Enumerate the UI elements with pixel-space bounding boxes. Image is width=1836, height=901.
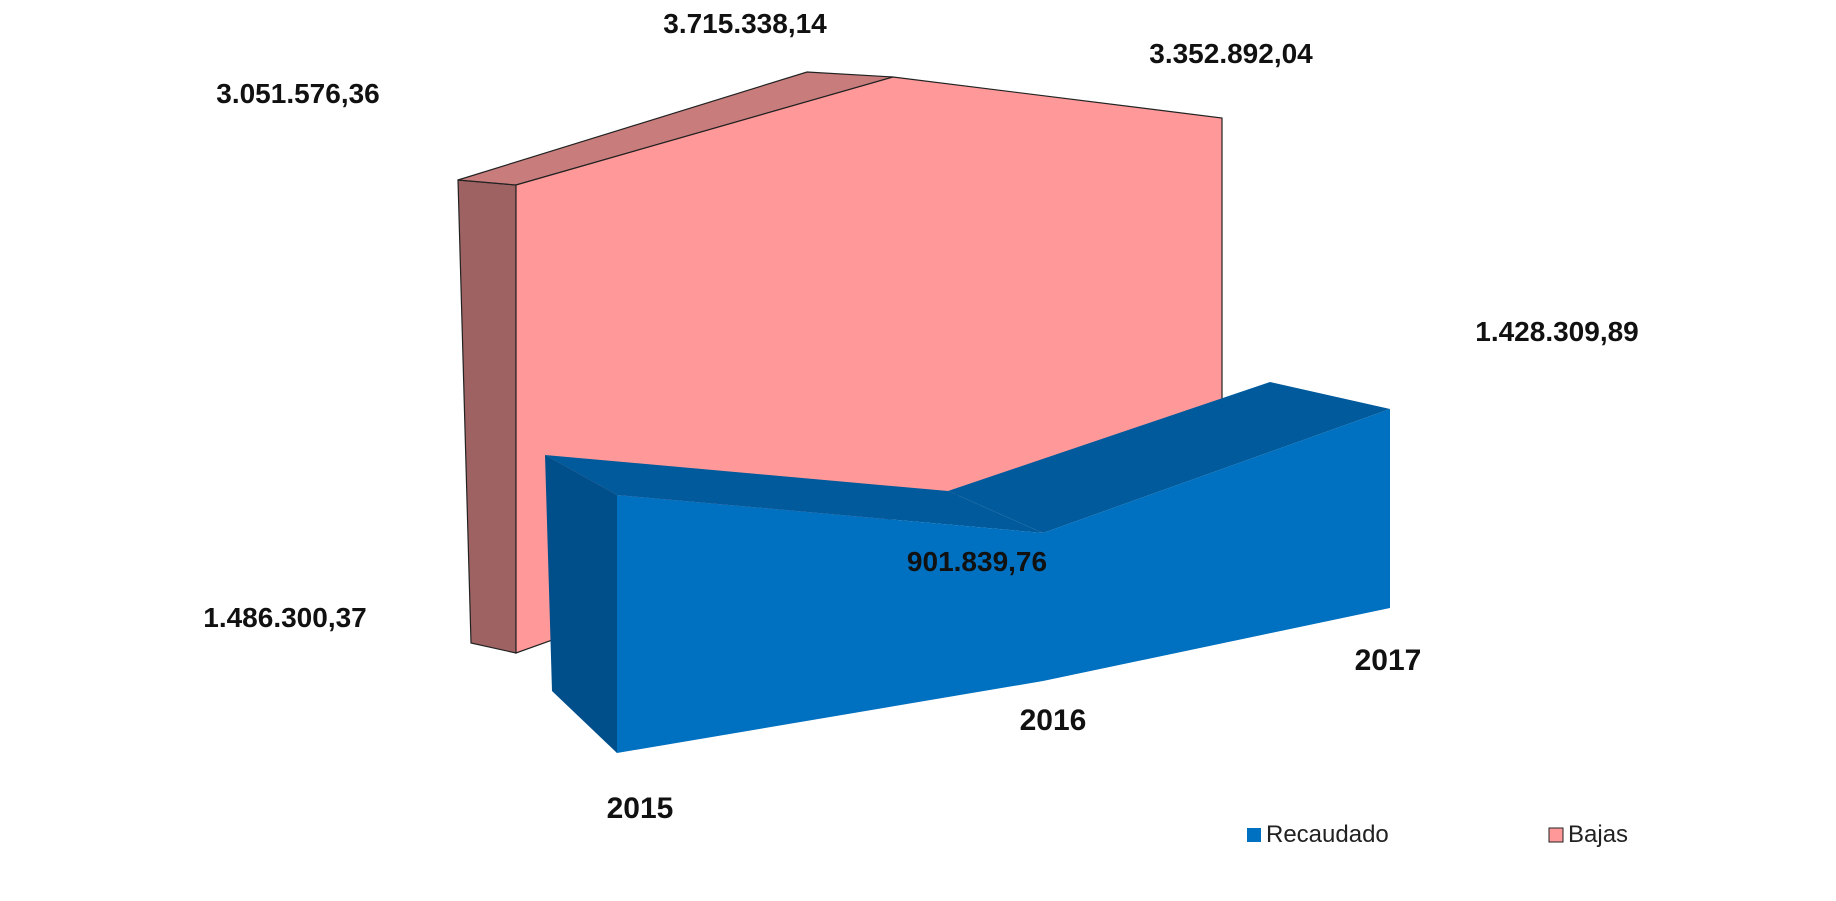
bajas-label-2015: 3.051.576,36 [216, 78, 380, 109]
category-label-2017: 2017 [1355, 644, 1422, 677]
recaudado-label-2017: 1.428.309,89 [1475, 316, 1639, 347]
recaudado-area-front [617, 409, 1390, 753]
legend-label-recaudado: Recaudado [1266, 821, 1389, 848]
recaudado-label-2015: 1.486.300,37 [203, 602, 367, 633]
legend-swatch-bajas [1548, 827, 1564, 843]
recaudado-area-top-left [545, 455, 1043, 533]
legend-label-bajas: Bajas [1568, 821, 1628, 848]
recaudado-area-top-right [948, 382, 1390, 533]
bajas-label-2017: 3.352.892,04 [1149, 38, 1313, 69]
bajas-area-side [457, 179, 517, 654]
series-recaudado [545, 382, 1390, 753]
recaudado-area-side [545, 455, 617, 753]
category-label-2016: 2016 [1020, 704, 1087, 737]
legend: Recaudado Bajas [1247, 821, 1628, 848]
category-label-2015: 2015 [607, 792, 674, 825]
bajas-label-2016: 3.715.338,14 [663, 8, 827, 39]
recaudado-label-2016: 901.839,76 [907, 546, 1047, 577]
legend-swatch-recaudado [1247, 828, 1261, 842]
